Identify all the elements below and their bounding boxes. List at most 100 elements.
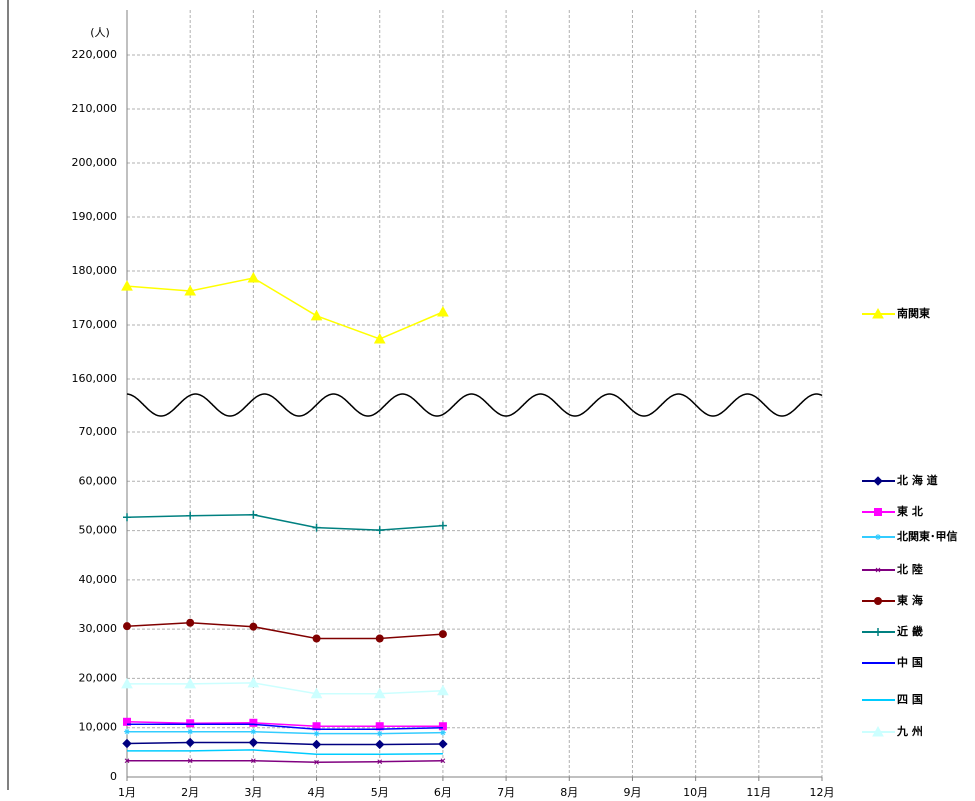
marker	[312, 634, 321, 643]
marker	[123, 717, 131, 726]
marker	[184, 677, 197, 689]
legend-label: 九 州	[896, 724, 923, 738]
marker	[247, 271, 260, 283]
y-tick-label: 30,000	[79, 622, 118, 635]
marker	[376, 730, 383, 737]
x-tick-label: 6月	[434, 786, 452, 799]
marker	[438, 739, 448, 749]
series-line	[126, 277, 444, 340]
x-tick-label: 10月	[683, 786, 708, 799]
series-line	[126, 621, 443, 640]
series-line	[127, 682, 443, 695]
marker	[123, 513, 131, 522]
marker	[313, 730, 320, 737]
y-tick-label: 40,000	[79, 573, 118, 586]
marker	[187, 758, 193, 764]
x-tick-label: 3月	[244, 786, 262, 799]
legend-label: 南関東	[897, 306, 931, 320]
legend-marker	[874, 597, 882, 605]
y2-tick-label: 160,000	[72, 372, 118, 385]
marker	[375, 739, 385, 750]
y-tick-label: 70,000	[79, 425, 118, 438]
legend-label: 中 国	[897, 655, 923, 669]
marker	[439, 729, 446, 736]
series-line	[127, 759, 443, 763]
y-tick-label: 50,000	[79, 524, 118, 537]
y2-tick-label: 220,000	[72, 48, 118, 61]
marker	[185, 737, 195, 748]
marker	[437, 684, 449, 696]
marker	[124, 758, 130, 764]
series-line	[127, 723, 443, 730]
marker	[123, 622, 131, 631]
x-tick-label: 12月	[810, 786, 835, 799]
x-tick-label: 7月	[497, 786, 515, 799]
marker	[312, 523, 321, 532]
marker	[250, 728, 257, 735]
legend-label: 東 北	[897, 504, 923, 518]
marker	[373, 687, 386, 699]
x-tick-label: 11月	[746, 786, 771, 799]
legend-label: 北 海 道	[897, 473, 938, 487]
legend-label: 東 海	[897, 593, 923, 607]
marker	[251, 758, 256, 764]
legend-label: 近 畿	[897, 624, 923, 638]
y-tick-label: 20,000	[79, 671, 118, 684]
marker	[187, 728, 194, 735]
x-tick-label: 2月	[181, 786, 199, 799]
y2-tick-label: 180,000	[72, 264, 118, 277]
marker	[186, 618, 195, 627]
series-line	[127, 730, 443, 735]
x-tick-label: 5月	[371, 786, 389, 799]
legend-marker	[872, 725, 884, 737]
x-tick-label: 9月	[623, 786, 641, 799]
marker	[373, 333, 386, 344]
marker	[314, 759, 319, 765]
marker	[249, 622, 258, 631]
y-tick-label: 0	[110, 770, 117, 783]
y2-tick-label: 170,000	[72, 318, 118, 331]
marker	[121, 677, 133, 689]
y-tick-label: 60,000	[79, 474, 118, 487]
marker	[122, 738, 132, 749]
marker	[440, 758, 446, 764]
marker	[249, 510, 258, 519]
legend-marker	[874, 628, 882, 636]
legend-marker	[872, 307, 884, 319]
marker	[310, 309, 323, 321]
marker	[438, 722, 447, 731]
marker	[375, 526, 384, 535]
legend-label: 北 陸	[897, 562, 923, 576]
series-line	[126, 741, 443, 746]
y2-tick-label: 210,000	[72, 102, 118, 115]
marker	[438, 521, 447, 530]
x-tick-label: 1月	[118, 786, 136, 799]
legend-label: 四 国	[897, 693, 923, 706]
series-line	[126, 721, 443, 727]
x-tick-label: 8月	[560, 786, 578, 799]
legend-label: 北関東･甲信	[897, 529, 958, 543]
legend-marker	[874, 508, 882, 516]
marker	[247, 676, 260, 688]
marker	[248, 737, 259, 748]
axis-break	[126, 393, 823, 417]
y-unit-label: (人)	[90, 26, 110, 39]
marker	[184, 284, 197, 296]
marker	[375, 634, 384, 643]
marker	[186, 511, 195, 520]
x-tick-label: 4月	[308, 786, 326, 799]
y-tick-label: 10,000	[79, 721, 118, 734]
marker	[438, 630, 447, 639]
legend-marker	[873, 476, 883, 486]
marker	[311, 739, 322, 750]
marker	[124, 728, 130, 735]
marker	[186, 719, 195, 728]
marker	[377, 759, 383, 765]
y2-tick-label: 190,000	[72, 210, 118, 223]
legend-marker	[875, 567, 881, 573]
marker	[121, 280, 133, 291]
marker	[437, 306, 449, 317]
legend-marker	[875, 534, 881, 540]
marker	[310, 687, 323, 699]
